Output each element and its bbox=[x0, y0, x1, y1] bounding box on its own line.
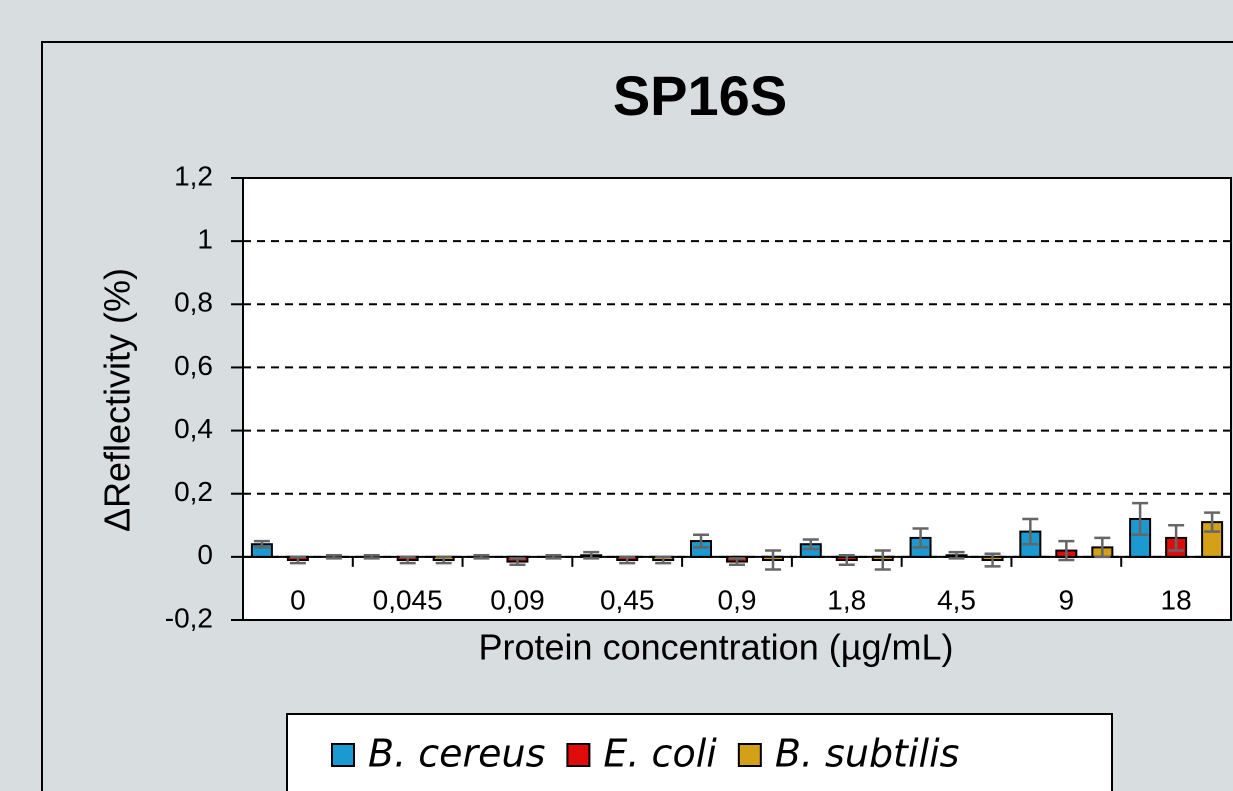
error-bar bbox=[583, 550, 600, 560]
x-tick-label: 0,9 bbox=[718, 584, 757, 615]
x-tick-label: 0,045 bbox=[373, 584, 443, 615]
y-tick-label: 0,2 bbox=[174, 476, 213, 507]
error-bar bbox=[253, 539, 270, 549]
x-axis-label: Protein concentration (µg/mL) bbox=[479, 627, 954, 668]
error-bar bbox=[1204, 511, 1221, 533]
y-tick-label: -0,2 bbox=[165, 602, 213, 633]
error-bar bbox=[765, 549, 781, 571]
y-tick-label: 1 bbox=[197, 224, 213, 255]
error-bar bbox=[509, 557, 526, 566]
error-bar bbox=[473, 554, 490, 560]
error-bar bbox=[1058, 539, 1075, 562]
x-tick-label: 0 bbox=[290, 584, 306, 615]
error-bar bbox=[1094, 536, 1111, 559]
legend-swatch bbox=[566, 743, 591, 767]
error-bar bbox=[1132, 501, 1149, 537]
error-bar bbox=[545, 554, 562, 560]
error-bar bbox=[912, 527, 929, 549]
error-bar bbox=[693, 533, 709, 549]
plot-area bbox=[242, 177, 1232, 621]
error-bar bbox=[838, 554, 855, 566]
error-bar bbox=[399, 555, 416, 565]
legend-label: B. subtilis bbox=[775, 732, 960, 776]
x-tick-label: 9 bbox=[1059, 584, 1075, 615]
error-bar bbox=[1168, 524, 1185, 552]
y-tick-label: 1,2 bbox=[174, 160, 213, 191]
y-tick-label: 0,8 bbox=[174, 287, 213, 318]
error-bar bbox=[655, 555, 672, 565]
legend-label: E. coli bbox=[603, 732, 717, 776]
error-bar bbox=[1022, 517, 1039, 546]
error-bar bbox=[802, 538, 819, 551]
x-tick-label: 1,8 bbox=[827, 584, 866, 615]
x-tick-label: 0,09 bbox=[490, 584, 545, 615]
y-axis-label: ΔReflectivity (%) bbox=[97, 268, 138, 532]
error-bar bbox=[435, 555, 452, 565]
error-bar bbox=[874, 549, 891, 571]
error-bar bbox=[325, 554, 342, 560]
error-bar bbox=[619, 555, 636, 565]
y-tick-label: 0,6 bbox=[174, 350, 213, 381]
legend-label: B. cereus bbox=[368, 732, 545, 776]
legend-swatch bbox=[331, 743, 355, 767]
x-tick-label: 18 bbox=[1161, 584, 1192, 615]
legend-box bbox=[286, 713, 1113, 791]
frame bbox=[41, 41, 1233, 791]
chart-title: SP16S bbox=[613, 64, 787, 127]
y-tick-label: 0 bbox=[197, 539, 213, 570]
error-bar bbox=[984, 552, 1001, 568]
error-bar bbox=[948, 550, 965, 560]
y-tick-label: 0,4 bbox=[174, 413, 213, 444]
error-bar bbox=[363, 554, 380, 560]
legend-swatch bbox=[737, 743, 762, 767]
x-tick-label: 4,5 bbox=[937, 584, 976, 615]
error-bar bbox=[289, 555, 306, 565]
x-tick-label: 0,45 bbox=[600, 584, 655, 615]
error-bar bbox=[729, 557, 745, 566]
